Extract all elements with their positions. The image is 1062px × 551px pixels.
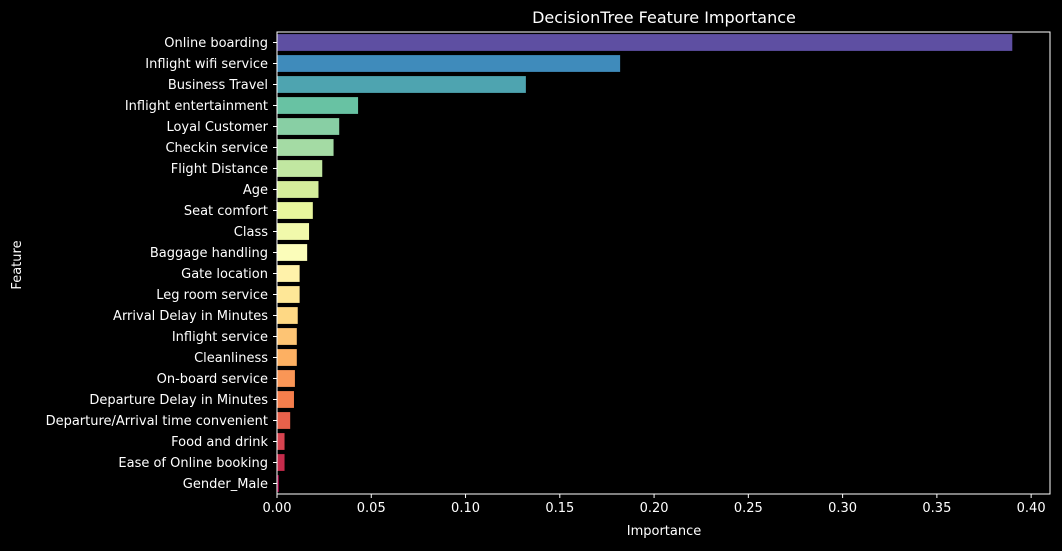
x-tick-label: 0.10 — [451, 501, 480, 516]
y-tick-label: Gate location — [181, 267, 268, 282]
bar — [277, 370, 295, 387]
bar — [277, 391, 294, 408]
bar — [277, 223, 310, 240]
y-tick-label: Inflight wifi service — [145, 57, 268, 72]
y-tick-label: Cleanliness — [194, 351, 268, 366]
x-tick-label: 0.15 — [545, 501, 574, 516]
y-tick-label: Departure Delay in Minutes — [89, 393, 268, 408]
y-tick-label: Inflight service — [172, 330, 268, 345]
y-tick-label: Arrival Delay in Minutes — [113, 309, 268, 324]
x-tick-label: 0.40 — [1017, 501, 1046, 516]
y-tick-label: Seat comfort — [184, 204, 268, 219]
x-tick-label: 0.05 — [357, 501, 386, 516]
y-tick-label: On-board service — [157, 372, 268, 387]
bar — [277, 118, 340, 135]
x-axis-label: Importance — [627, 524, 702, 539]
y-tick-label: Food and drink — [171, 435, 268, 450]
bar — [277, 34, 1013, 51]
bars-group — [277, 34, 1013, 492]
plot-frame — [276, 31, 1051, 495]
y-tick-label: Business Travel — [168, 78, 268, 93]
y-tick-label: Checkin service — [165, 141, 268, 156]
x-tick-label: 0.00 — [263, 501, 292, 516]
y-tick-label: Age — [243, 183, 268, 198]
bar — [277, 265, 300, 282]
x-axis: 0.00 0.05 0.10 0.15 0.20 0.25 0.30 0.35 0.40 — [263, 31, 1051, 516]
y-tick-label: Departure/Arrival time convenient — [46, 414, 268, 429]
bar — [277, 433, 285, 450]
chart-title: DecisionTree Feature Importance — [532, 8, 796, 27]
y-axis: Online boarding Inflight wifi service Busi… — [46, 36, 277, 492]
bar — [277, 181, 319, 198]
bar — [277, 349, 297, 366]
bar — [277, 139, 334, 156]
y-tick-label: Gender_Male — [183, 477, 268, 492]
y-tick-label: Loyal Customer — [166, 120, 268, 135]
y-tick-label: Class — [234, 225, 268, 240]
x-tick-label: 0.25 — [734, 501, 763, 516]
bar — [277, 55, 621, 72]
bar — [277, 244, 308, 261]
bar — [277, 160, 323, 177]
y-tick-label: Leg room service — [156, 288, 268, 303]
bar — [277, 475, 279, 492]
bar — [277, 307, 298, 324]
bar — [277, 76, 526, 93]
x-tick-label: 0.30 — [828, 501, 857, 516]
y-tick-label: Baggage handling — [150, 246, 268, 261]
y-tick-label: Online boarding — [164, 36, 268, 51]
x-tick-label: 0.35 — [922, 501, 951, 516]
y-tick-label: Ease of Online booking — [118, 456, 268, 471]
bar — [277, 97, 359, 114]
bar — [277, 412, 291, 429]
y-axis-label: Feature — [10, 240, 25, 289]
bar — [277, 202, 313, 219]
bar — [277, 328, 297, 345]
y-tick-label: Inflight entertainment — [125, 99, 268, 114]
bar — [277, 454, 285, 471]
y-tick-label: Flight Distance — [171, 162, 268, 177]
x-tick-label: 0.20 — [640, 501, 669, 516]
bar — [277, 286, 300, 303]
